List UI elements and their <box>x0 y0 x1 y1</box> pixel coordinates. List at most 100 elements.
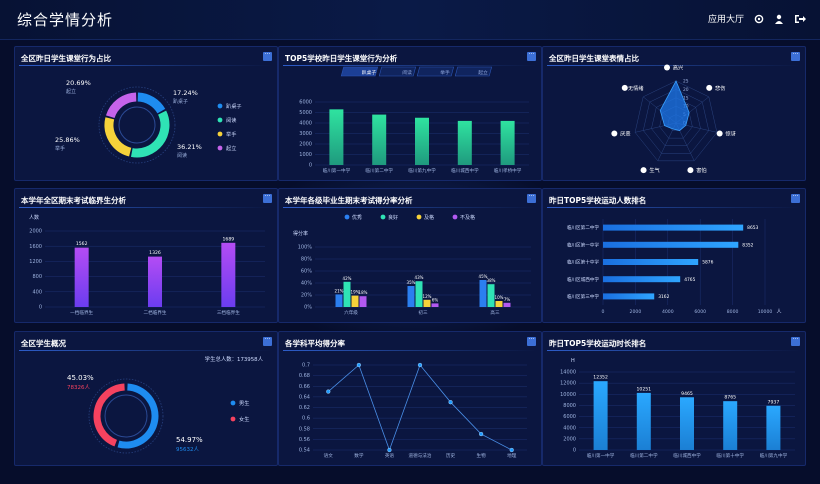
data-point <box>326 389 331 394</box>
data-point <box>509 447 514 453</box>
data-label: 8352 <box>742 242 753 248</box>
bar <box>503 302 511 307</box>
more-options-button[interactable]: ··· <box>791 194 800 203</box>
chart-canvas: 学生总人数：173958人 45.03% 78326人 54.97% 95632人 男生女… <box>67 355 264 454</box>
bar <box>415 117 429 165</box>
legend-marker <box>217 103 223 109</box>
radar-grid <box>634 80 718 162</box>
slice-label: 起立 <box>66 88 76 95</box>
x-tick-label: 临川第九中学 <box>408 167 436 174</box>
inner-ring <box>104 394 148 438</box>
panel-p8: 各学科平均得分率 ··· 0.54 0.56 0.58 0.6 0.62 0.64 0.66 0.… <box>278 331 542 466</box>
x-tick-label: 临川第十中学 <box>716 452 744 459</box>
data-label: 12352 <box>593 375 608 381</box>
emotion-icon <box>716 130 723 137</box>
y-tick-label: 0.56 <box>299 437 310 443</box>
y-tick-label: 6000 <box>299 100 312 106</box>
y-tick-label: 10000 <box>560 392 576 398</box>
legend-marker <box>380 214 386 220</box>
donut-slice <box>117 383 159 449</box>
percent-label: 20.69% <box>66 79 91 87</box>
x-tick-label: 2000 <box>630 309 642 315</box>
data-label: 5876 <box>702 260 713 266</box>
tab-label: 起立 <box>478 69 488 76</box>
chart-canvas: 人数 0 400 800 1200 1600 2000 1562 一档临界生 1326 二档临界生 1… <box>29 214 265 316</box>
more-options-button[interactable]: ··· <box>527 194 536 203</box>
more-options-button[interactable]: ··· <box>263 194 272 203</box>
inner-ring <box>118 106 156 144</box>
more-options-button[interactable]: ··· <box>791 337 800 346</box>
x-tick-label: 临川孝桥中学 <box>494 167 522 174</box>
bar <box>359 296 367 307</box>
y-tick-label: 60% <box>301 269 312 275</box>
bar <box>343 281 351 307</box>
bar <box>335 294 343 307</box>
x-tick-label: 语文 <box>324 452 334 459</box>
legend-label: 男生 <box>239 399 249 407</box>
donut-slice <box>130 110 170 158</box>
y-tick-label: 80% <box>301 257 312 263</box>
user-icon[interactable] <box>774 14 784 24</box>
y-tick-label: 临川区城西中学 <box>567 276 600 283</box>
logout-icon[interactable] <box>794 14 806 24</box>
settings-icon[interactable] <box>754 14 764 24</box>
y-tick-label: 临川区第一中学 <box>567 241 600 248</box>
title-divider <box>19 65 273 66</box>
header-actions: 应用大厅 <box>708 12 806 25</box>
y-tick-label: 4000 <box>563 425 576 431</box>
legend-label: 趴桌子 <box>226 102 242 110</box>
more-options-button[interactable]: ··· <box>527 52 536 61</box>
radar-grid <box>642 89 710 154</box>
percent-label: 36.21% <box>177 143 202 151</box>
bar <box>487 284 495 307</box>
y-tick-label: 0.58 <box>299 426 310 432</box>
y-tick-label: 6000 <box>563 414 576 420</box>
title-divider <box>283 65 537 66</box>
y-tick-label: 0.54 <box>299 448 310 454</box>
data-point <box>479 431 484 437</box>
bar <box>415 281 423 307</box>
bar <box>495 301 503 307</box>
x-tick-label: 临川第一中学 <box>587 452 615 459</box>
title-divider <box>283 350 537 351</box>
tab-3 <box>454 66 493 77</box>
legend-label: 优秀 <box>352 214 362 221</box>
data-label: 3162 <box>658 294 669 300</box>
emotion-icon <box>640 167 647 174</box>
y-tick-label: 2000 <box>299 142 312 148</box>
x-tick-label: 临川城西中学 <box>673 452 701 459</box>
bar <box>479 280 487 307</box>
more-options-button[interactable]: ··· <box>263 337 272 346</box>
data-point <box>356 362 361 368</box>
y-tick-label: 800 <box>32 274 42 280</box>
slice-label: 举手 <box>55 145 65 152</box>
tab-label: 举手 <box>440 69 450 76</box>
panel-title: 全区昨日学生课堂行为占比 <box>21 54 111 63</box>
legend-marker <box>452 214 458 220</box>
y-tick-label: 20% <box>301 293 312 299</box>
more-options-button[interactable]: ··· <box>263 52 272 61</box>
tab-2 <box>416 66 455 77</box>
y-tick-label: 0 <box>573 448 576 454</box>
y-tick-label: 0.7 <box>302 363 310 369</box>
page-title: 综合学情分析 <box>17 11 114 29</box>
data-point <box>387 447 392 453</box>
data-label: 1562 <box>76 241 88 247</box>
y-tick-label: 0.66 <box>299 384 310 390</box>
panel-title: 昨日TOP5学校运动人数排名 <box>549 196 647 205</box>
more-options-button[interactable]: ··· <box>527 337 536 346</box>
panel-p5: 本学年各级毕业生期末考试得分率分析 ··· 优秀 良好 及格 不及格 得分率 0% 20% 40%… <box>278 188 542 323</box>
tab-label: 阅读 <box>402 69 412 76</box>
chart-canvas: 17.24%趴桌子36.21%阅读25.86%举手20.69%起立趴桌子阅读举手… <box>55 79 242 164</box>
legend-marker <box>230 400 236 406</box>
more-options-button[interactable]: ··· <box>791 52 800 61</box>
bar <box>603 276 681 283</box>
app-hall-link[interactable]: 应用大厅 <box>707 15 744 25</box>
x-tick-label: 初三 <box>418 309 428 316</box>
title-divider <box>547 207 801 208</box>
x-tick-label: 0 <box>602 309 605 315</box>
axis-label: 高兴 <box>673 64 683 72</box>
title-divider <box>283 207 537 208</box>
x-tick-label: 二档临界生 <box>144 309 167 316</box>
bar <box>603 259 699 265</box>
